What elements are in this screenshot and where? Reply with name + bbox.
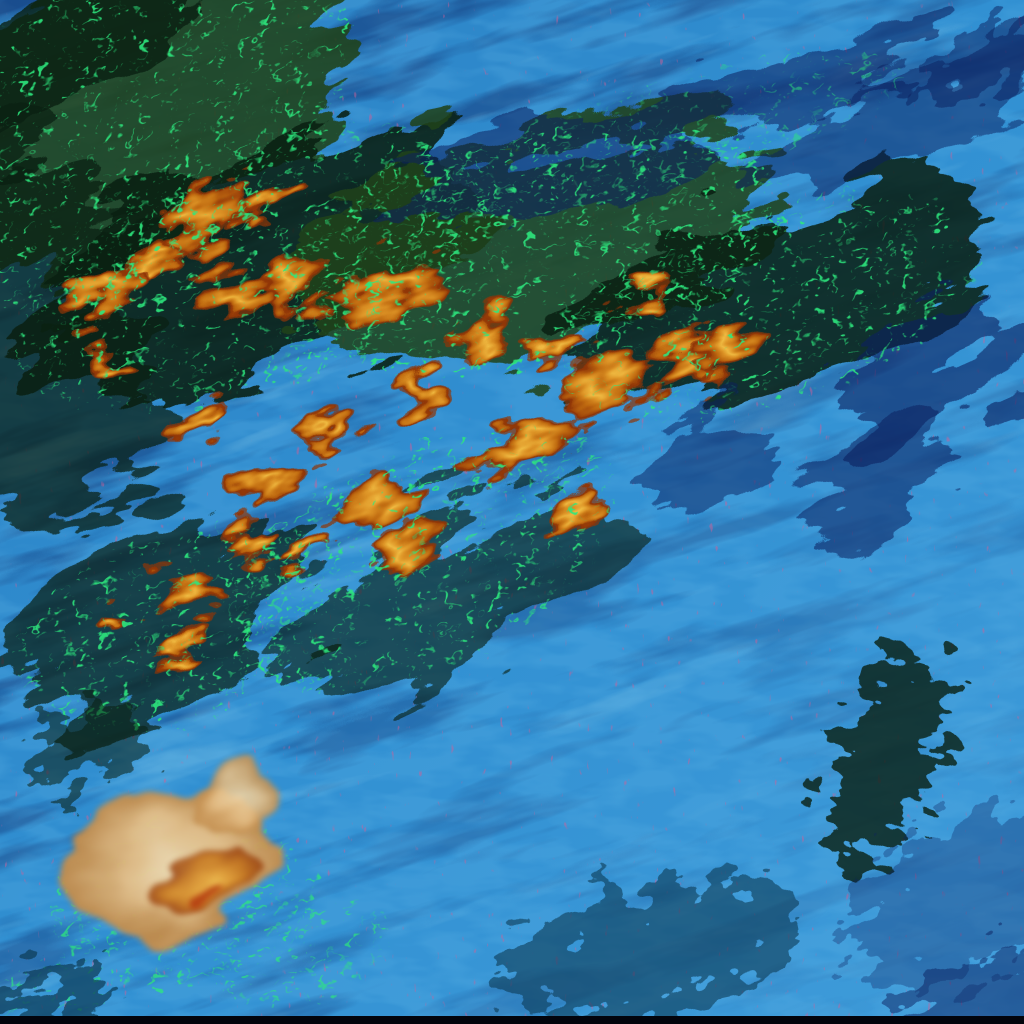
orange-cloud-cell <box>230 465 294 515</box>
tan-cloud-orange-core <box>151 852 249 912</box>
orange-cloud-cell <box>400 370 460 410</box>
wisp-mid <box>633 423 767 507</box>
wisp-east-lower <box>801 430 979 530</box>
wisp-cluster-south <box>500 881 800 1019</box>
dark-feather-wisp-east <box>829 651 941 869</box>
green-speckle-patch <box>0 0 354 308</box>
green-speckle-patch <box>224 426 616 694</box>
green-speckle-patch <box>419 53 901 227</box>
sensor-artifact-bar <box>0 1016 1024 1024</box>
wisp-top-right-corner <box>919 5 1024 105</box>
tan-cloud-red-hotspot <box>181 887 213 907</box>
tan-cloud-lobe <box>197 763 283 827</box>
shade-southeast <box>845 811 1024 989</box>
wisp-left-low <box>25 701 145 789</box>
green-speckle-patch <box>560 191 984 419</box>
green-speckle-patch <box>208 893 392 1007</box>
wisp-southeast-corner <box>882 947 1024 1024</box>
green-speckle-patch <box>17 523 323 737</box>
orange-cloud-cell <box>304 412 356 448</box>
tan-cloud-layer <box>72 763 283 941</box>
